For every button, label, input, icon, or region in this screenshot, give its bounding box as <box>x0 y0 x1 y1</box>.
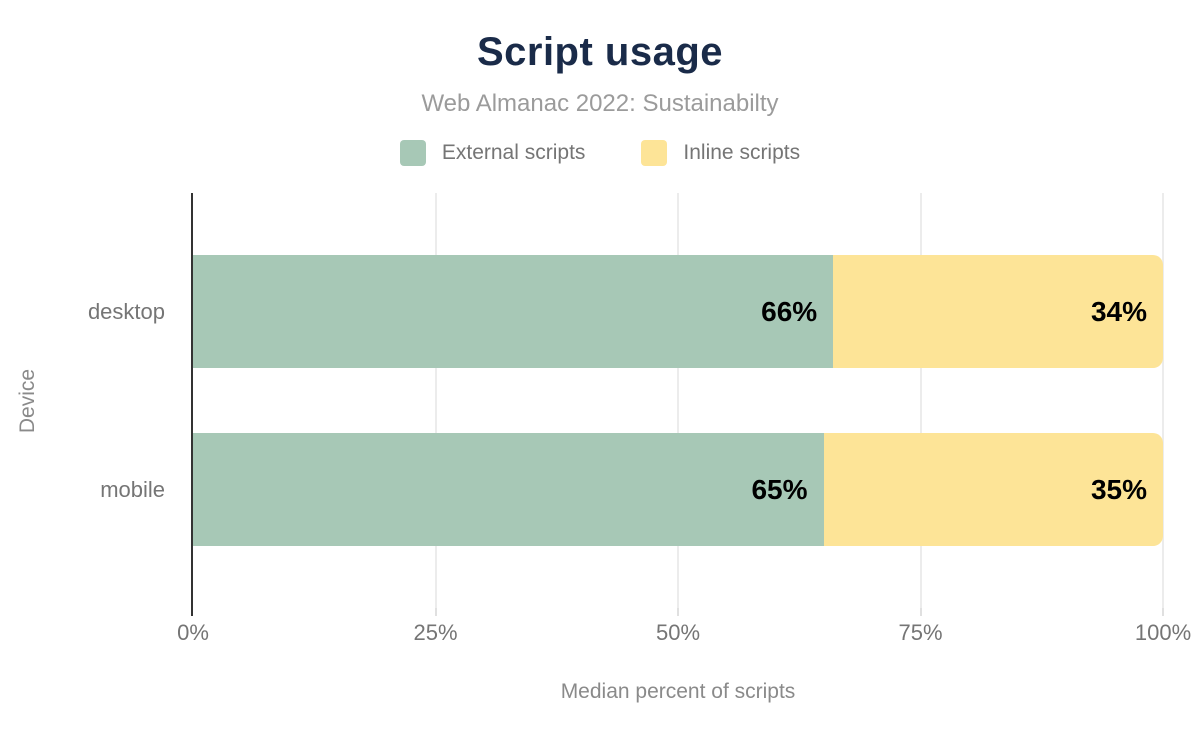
bar-segment-desktop-external: 66% <box>193 255 834 368</box>
bar-value-label: 34% <box>1090 295 1147 327</box>
x-tick-mark-75 <box>919 608 922 616</box>
bar-value-label: 65% <box>751 473 808 505</box>
bar-segment-desktop-inline: 34% <box>833 255 1163 368</box>
bar-value-label: 35% <box>1090 473 1147 505</box>
bar-value-label: 66% <box>761 295 818 327</box>
legend-item-inline-scripts: Inline scripts <box>641 140 800 166</box>
legend-label: Inline scripts <box>683 141 801 164</box>
x-tick-50: 50% <box>655 620 701 645</box>
x-tick-100: 100% <box>1134 620 1192 645</box>
inline-scripts-swatch-icon <box>641 140 668 166</box>
x-tick-mark-25 <box>434 608 437 616</box>
bar-segment-mobile-inline: 35% <box>823 433 1163 546</box>
legend-label: External scripts <box>441 141 586 164</box>
x-tick-0: 0% <box>177 620 209 645</box>
gridline-25 <box>434 193 437 608</box>
legend: External scripts Inline scripts <box>0 140 1200 166</box>
bar-row-mobile: 65% 35% <box>193 433 1163 546</box>
chart-title: Script usage <box>476 30 724 74</box>
external-scripts-swatch-icon <box>399 140 426 166</box>
category-label-desktop: desktop <box>87 299 165 324</box>
x-axis-title: Median percent of scripts <box>560 680 796 703</box>
gridline-100 <box>1162 193 1164 608</box>
bar-segment-mobile-external: 65% <box>193 433 824 546</box>
x-tick-mark-50 <box>677 608 679 616</box>
x-tick-mark-100 <box>1162 608 1164 616</box>
category-label-mobile: mobile <box>100 477 165 502</box>
y-axis-line <box>191 193 193 616</box>
plot-area: 66% 34% 65% 35% <box>193 193 1164 616</box>
gridline-75 <box>919 193 922 608</box>
bar-row-desktop: 66% 34% <box>193 255 1163 368</box>
chart-subtitle: Web Almanac 2022: Sustainabilty <box>421 90 779 117</box>
x-tick-25: 25% <box>413 620 458 645</box>
x-tick-75: 75% <box>898 620 943 645</box>
legend-item-external-scripts: External scripts <box>399 140 586 166</box>
gridline-50 <box>677 193 679 608</box>
